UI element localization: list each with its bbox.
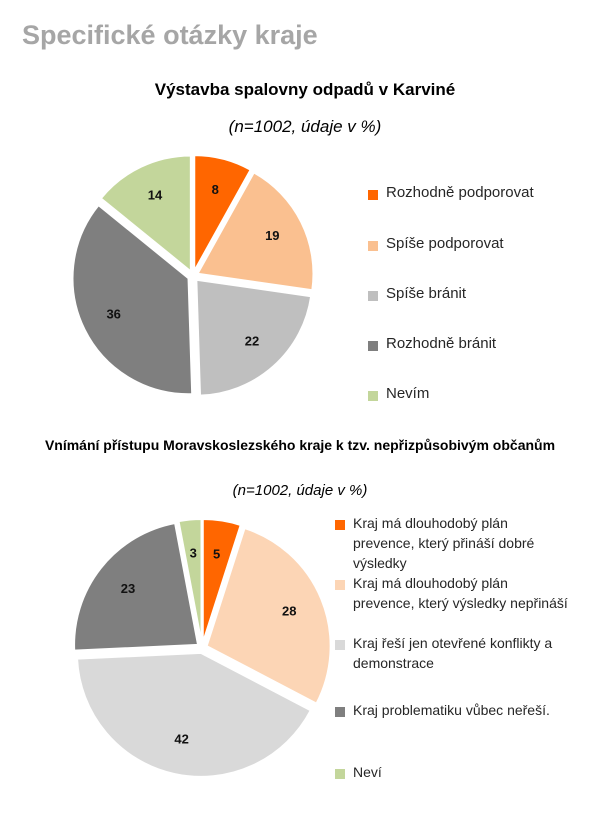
legend-swatch: [368, 290, 378, 301]
legend-swatch: [335, 769, 345, 779]
chart-title: Výstavba spalovny odpadů v Karviné: [154, 80, 456, 99]
legend-item: Kraj řeší jen otevřené konflikty a demon…: [335, 633, 570, 673]
legend-swatch: [368, 189, 378, 200]
legend-label: Kraj má dlouhodobý plán prevence, který …: [353, 575, 568, 611]
pie-slice: [76, 651, 313, 778]
legend-label: Kraj řeší jen otevřené konflikty a demon…: [353, 635, 553, 671]
data-label: 14: [148, 188, 163, 203]
legend-swatch: [335, 707, 345, 717]
data-label: 42: [174, 731, 188, 746]
data-label: 8: [212, 182, 219, 197]
pie-slice: [195, 278, 313, 397]
pie-slice: [193, 154, 253, 276]
legend-swatch: [335, 580, 345, 590]
pie-slice: [177, 518, 203, 644]
legend-label: Rozhodně podporovat: [386, 184, 534, 201]
pie-slice: [201, 518, 242, 644]
legend-item: Kraj problematiku vůbec neřeší.: [335, 700, 570, 720]
chart-subtitle: (n=1002, údaje v %): [232, 482, 368, 499]
legend-swatch: [368, 340, 378, 351]
legend-item: Nevím: [368, 383, 588, 404]
legend-swatch: [335, 640, 345, 650]
legend-item: Rozhodně bránit: [368, 333, 588, 354]
legend-item: Spíše bránit: [368, 283, 588, 304]
legend-label: Nevím: [386, 385, 430, 402]
legend-label: Neví: [353, 764, 382, 780]
legend-label: Rozhodně bránit: [386, 335, 497, 352]
data-label: 22: [245, 333, 259, 348]
pie-slice: [195, 171, 315, 292]
chart-subtitle: (n=1002, údaje v %): [228, 117, 382, 136]
pie-slice: [99, 154, 192, 274]
pie-slice: [73, 521, 200, 652]
page-title: Specifické otázky kraje: [22, 20, 318, 50]
legend-item: Spíše podporovat: [368, 233, 588, 254]
legend-label: Kraj má dlouhodobý plán prevence, který …: [353, 515, 535, 571]
legend-label: Spíše bránit: [386, 285, 467, 302]
legend-swatch: [335, 520, 345, 530]
data-label: 36: [106, 307, 120, 322]
pie-slice: [71, 203, 194, 396]
legend-swatch: [368, 390, 378, 401]
data-label: 19: [265, 228, 279, 243]
legend-item: Rozhodně podporovat: [368, 182, 588, 203]
chart-title: Vnímání přístupu Moravskoslezského kraje…: [44, 437, 556, 453]
pie-slice: [205, 526, 332, 705]
data-label: 3: [190, 546, 197, 561]
legend-item: Kraj má dlouhodobý plán prevence, který …: [335, 573, 570, 613]
data-label: 28: [282, 604, 296, 619]
legend-swatch: [368, 240, 378, 251]
data-label: 23: [121, 581, 135, 596]
data-label: 5: [213, 546, 220, 561]
legend-item: Neví: [335, 762, 570, 782]
legend-item: Kraj má dlouhodobý plán prevence, který …: [335, 513, 570, 573]
legend-label: Kraj problematiku vůbec neřeší.: [353, 702, 550, 718]
legend-label: Spíše podporovat: [386, 235, 504, 252]
